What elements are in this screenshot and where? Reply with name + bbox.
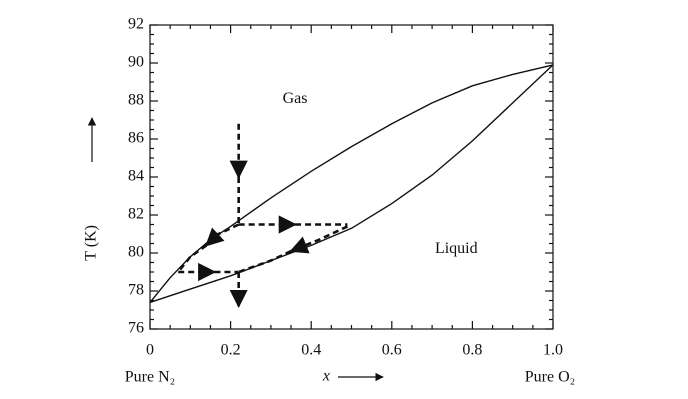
x-tick-label: 0.2 <box>221 342 241 359</box>
y-tick-label: 76 <box>128 320 144 337</box>
x-tick-label: 0 <box>146 342 154 359</box>
y-tick-label: 86 <box>128 130 144 147</box>
region-label: Gas <box>283 90 308 107</box>
y-tick-label: 78 <box>128 282 144 299</box>
x-tick-label: 0.4 <box>301 342 321 359</box>
process-path <box>205 223 240 247</box>
phase-curve <box>149 64 554 303</box>
y-tick-label: 92 <box>128 16 144 33</box>
x-tick-label: 1.0 <box>543 342 563 359</box>
process-path <box>177 244 208 273</box>
process-path <box>289 225 349 254</box>
y-tick-label: 84 <box>128 168 144 185</box>
y-axis-label: T (K) <box>83 225 100 261</box>
x-tick-label: 0.6 <box>382 342 402 359</box>
phase-curve <box>149 64 554 304</box>
y-tick-label: 88 <box>128 92 144 109</box>
x-axis-label: x <box>322 368 330 385</box>
end-label: Pure O₂ <box>525 369 575 386</box>
y-tick-label: 80 <box>128 244 144 261</box>
y-tick-label: 82 <box>128 206 144 223</box>
region-label: Liquid <box>435 240 478 257</box>
x-tick-label: 0.8 <box>462 342 482 359</box>
plot-frame <box>149 24 554 330</box>
y-tick-label: 90 <box>128 54 144 71</box>
process-path <box>238 249 292 274</box>
end-label: Pure N₂ <box>125 369 175 386</box>
